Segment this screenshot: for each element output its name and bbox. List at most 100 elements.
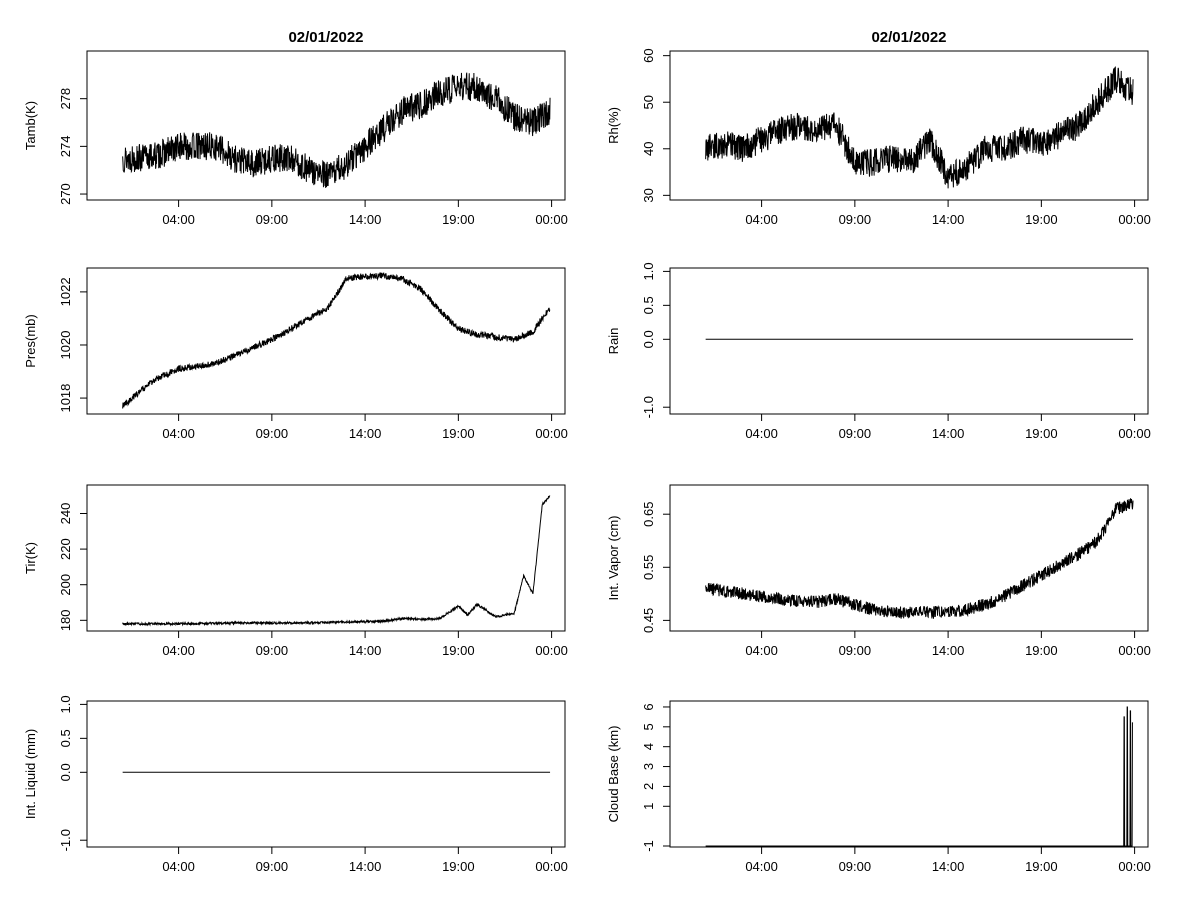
- x-axis-rain: 04:00 09:00 14:00 19:00 00:00: [745, 414, 1151, 441]
- x-tick-label: 14:00: [349, 643, 382, 658]
- x-tick-label: 09:00: [256, 643, 289, 658]
- x-tick-label: 00:00: [535, 859, 568, 874]
- panel-liquid: 04:00 09:00 14:00 19:00 00:00 -1.0 0.0 0.5 1.0 In…: [23, 695, 568, 874]
- y-tick-label: 0.0: [641, 330, 656, 348]
- y-axis-pres: 1018 1020 1022: [58, 277, 87, 413]
- x-axis-tamb: 04:00 09:00 14:00 19:00 00:00: [162, 200, 568, 227]
- series-line-tir: [122, 495, 551, 627]
- x-tick-label: 19:00: [442, 859, 475, 874]
- panel-rh: 02/01/2022 04:00 09:00 14:00 19:00 00:00 30 40 5…: [606, 29, 1151, 227]
- y-tick-label: 3: [641, 763, 656, 770]
- x-tick-label: 04:00: [162, 859, 195, 874]
- x-tick-label: 09:00: [839, 426, 872, 441]
- plot-frame-cloud: [669, 700, 1149, 848]
- x-tick-label: 04:00: [745, 643, 778, 658]
- plot-frame-pres: [86, 267, 566, 415]
- y-tick-label: 40: [641, 142, 656, 156]
- x-tick-label: 14:00: [932, 212, 965, 227]
- y-axis-vapor: 0.45 0.55 0.65: [641, 502, 670, 633]
- y-tick-label: 180: [58, 609, 73, 631]
- y-axis-label-vapor: Int. Vapor (cm): [606, 515, 621, 600]
- x-axis-vapor: 04:00 09:00 14:00 19:00 00:00: [745, 631, 1151, 658]
- y-axis-label-tir: Tir(K): [23, 542, 38, 574]
- y-axis-rh: 30 40 50 60: [641, 48, 670, 203]
- y-tick-label: 1.0: [58, 695, 73, 713]
- y-tick-label: 1018: [58, 384, 73, 413]
- x-tick-label: 19:00: [1025, 426, 1058, 441]
- x-tick-label: 00:00: [1118, 212, 1151, 227]
- x-axis-cloud: 04:00 09:00 14:00 19:00 00:00: [745, 847, 1151, 874]
- y-tick-label: 60: [641, 48, 656, 62]
- x-tick-label: 19:00: [1025, 859, 1058, 874]
- y-tick-label: 1: [641, 803, 656, 810]
- series-line-cloud: [705, 706, 1134, 847]
- y-tick-label: 50: [641, 95, 656, 109]
- x-tick-label: 19:00: [442, 426, 475, 441]
- series-line-vapor: [705, 498, 1134, 619]
- y-tick-label: 6: [641, 703, 656, 710]
- y-tick-label: 278: [58, 88, 73, 110]
- plot-frame-rain: [669, 267, 1149, 415]
- y-axis-cloud: -1 1 2 3 4 5 6: [641, 703, 670, 852]
- y-tick-label: 0.5: [641, 296, 656, 314]
- x-tick-label: 00:00: [1118, 859, 1151, 874]
- x-tick-label: 09:00: [256, 212, 289, 227]
- y-tick-label: 4: [641, 743, 656, 750]
- x-tick-label: 14:00: [349, 212, 382, 227]
- panel-tir: 04:00 09:00 14:00 19:00 00:00 180 200 220 240 Tir…: [23, 484, 568, 658]
- x-axis-rh: 04:00 09:00 14:00 19:00 00:00: [745, 200, 1151, 227]
- x-tick-label: 04:00: [745, 426, 778, 441]
- y-tick-label: 0.45: [641, 608, 656, 633]
- plot-frame-vapor: [669, 484, 1149, 632]
- y-tick-label: 270: [58, 183, 73, 205]
- x-tick-label: 04:00: [745, 859, 778, 874]
- y-axis-rain: -1.0 0.0 0.5 1.0: [641, 262, 670, 418]
- y-tick-label: 200: [58, 574, 73, 596]
- x-tick-label: 09:00: [839, 212, 872, 227]
- x-tick-label: 04:00: [162, 212, 195, 227]
- x-tick-label: 00:00: [535, 212, 568, 227]
- y-axis-label-tamb: Tamb(K): [23, 101, 38, 150]
- x-tick-label: 14:00: [349, 426, 382, 441]
- y-axis-liquid: -1.0 0.0 0.5 1.0: [58, 695, 87, 851]
- panel-rain: 04:00 09:00 14:00 19:00 00:00 -1.0 0.0 0.5 1.0 Ra…: [606, 262, 1151, 441]
- y-tick-label: 0.5: [58, 729, 73, 747]
- y-axis-label-cloud: Cloud Base (km): [606, 726, 621, 823]
- y-tick-label: 0.65: [641, 502, 656, 527]
- series-line-rh: [705, 66, 1134, 189]
- y-axis-tir: 180 200 220 240: [58, 503, 87, 631]
- x-tick-label: 19:00: [1025, 212, 1058, 227]
- x-tick-label: 04:00: [745, 212, 778, 227]
- y-axis-label-liquid: Int. Liquid (mm): [23, 729, 38, 819]
- x-tick-label: 00:00: [535, 426, 568, 441]
- y-tick-label: -1: [641, 840, 656, 852]
- x-axis-liquid: 04:00 09:00 14:00 19:00 00:00: [162, 847, 568, 874]
- series-line-tamb: [122, 72, 551, 188]
- x-tick-label: 14:00: [932, 859, 965, 874]
- x-axis-pres: 04:00 09:00 14:00 19:00 00:00: [162, 414, 568, 441]
- x-tick-label: 14:00: [932, 643, 965, 658]
- x-tick-label: 09:00: [839, 643, 872, 658]
- y-axis-label-pres: Pres(mb): [23, 314, 38, 367]
- x-tick-label: 00:00: [1118, 426, 1151, 441]
- x-tick-label: 09:00: [256, 426, 289, 441]
- y-tick-label: 2: [641, 783, 656, 790]
- y-tick-label: 274: [58, 136, 73, 158]
- x-tick-label: 09:00: [256, 859, 289, 874]
- y-tick-label: 220: [58, 538, 73, 560]
- y-tick-label: 1020: [58, 331, 73, 360]
- x-tick-label: 14:00: [932, 426, 965, 441]
- plot-frame-tamb: [86, 50, 566, 201]
- x-tick-label: 19:00: [1025, 643, 1058, 658]
- panel-pres: 04:00 09:00 14:00 19:00 00:00 1018 1020 1022 Pre…: [23, 267, 568, 441]
- x-tick-label: 04:00: [162, 426, 195, 441]
- plot-frame-rh: [669, 50, 1149, 201]
- x-tick-label: 19:00: [442, 212, 475, 227]
- chart-title-rh: 02/01/2022: [871, 29, 946, 46]
- x-tick-label: 09:00: [839, 859, 872, 874]
- y-axis-label-rain: Rain: [606, 328, 621, 355]
- y-tick-label: 0.55: [641, 555, 656, 580]
- y-tick-label: 0.0: [58, 763, 73, 781]
